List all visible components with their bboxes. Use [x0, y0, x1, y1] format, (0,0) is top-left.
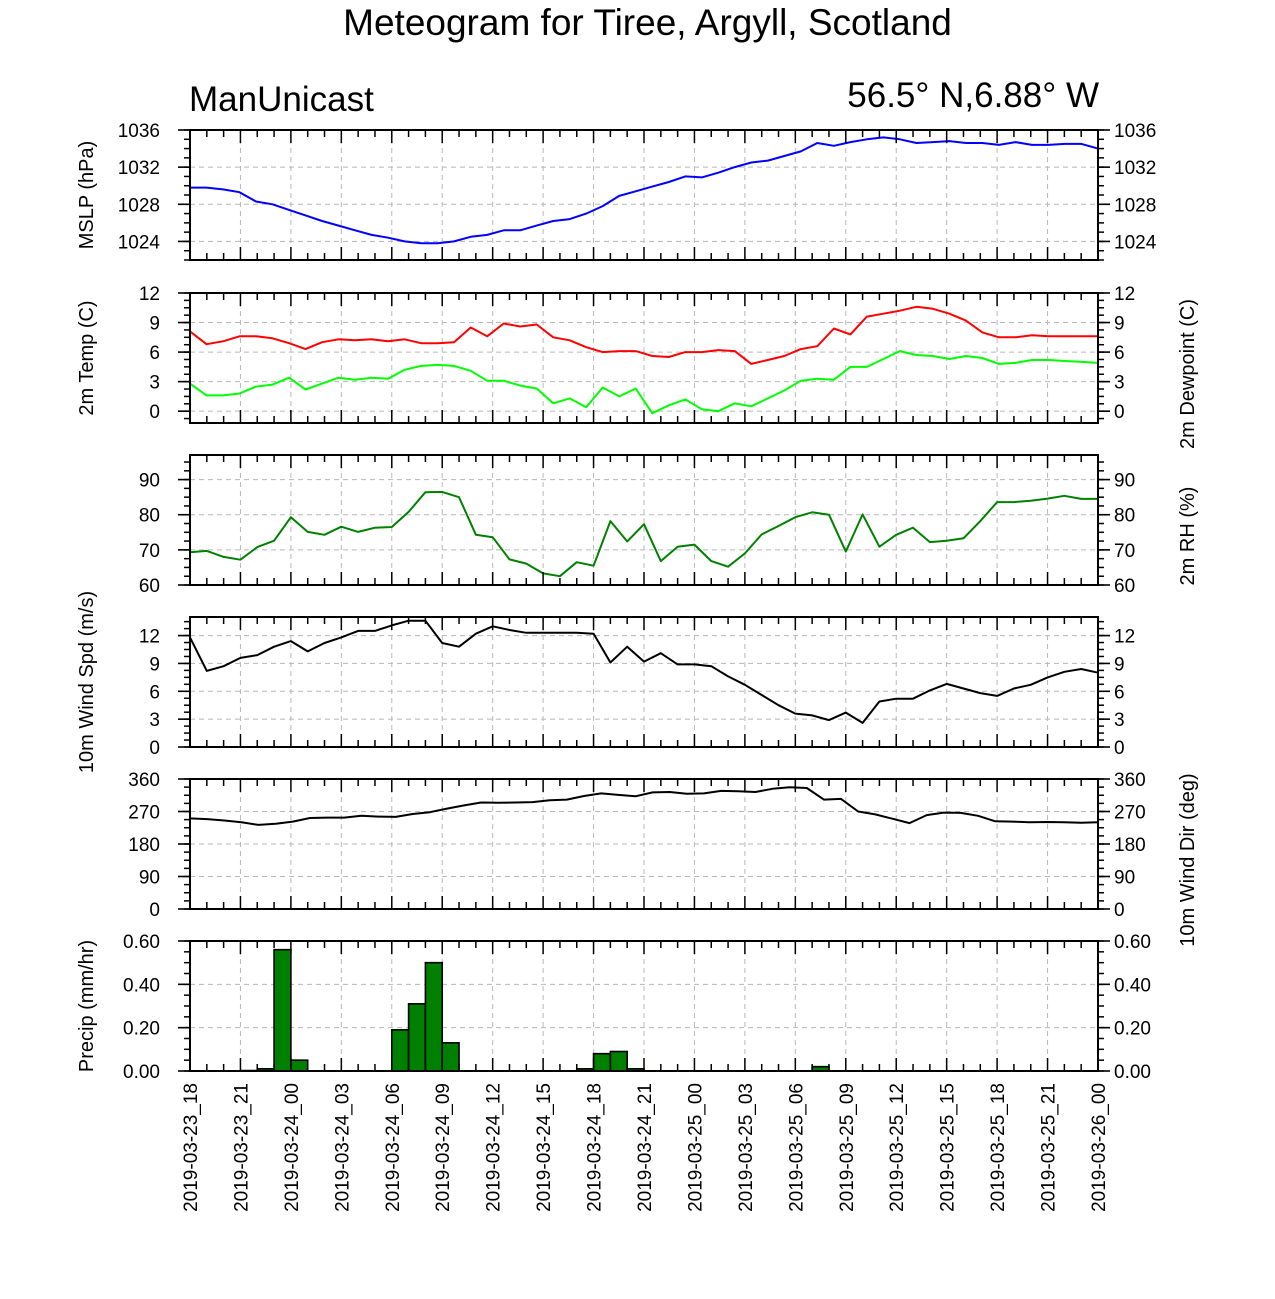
precip-bar — [609, 1050, 628, 1072]
precip-bar — [441, 1042, 460, 1072]
y-tick-label: 90 — [1114, 471, 1135, 492]
y-tick-label: 12 — [1114, 284, 1135, 305]
x-tick-label: 2019-03-25_09 — [837, 1083, 858, 1212]
y-tick-label: 1028 — [118, 195, 160, 216]
y-tick-label: 1032 — [118, 158, 160, 179]
y-tick-label: 9 — [149, 654, 160, 675]
y-tick-label: 270 — [128, 803, 160, 824]
y-tick-label: 70 — [139, 541, 160, 562]
precip-bar — [390, 1029, 410, 1072]
temp-series-line — [189, 350, 1099, 415]
y-tick-label: 3 — [1114, 710, 1125, 731]
temp-ylabel: 2m Temp (C) — [76, 300, 98, 415]
y-tick-label: 80 — [139, 506, 160, 527]
x-tick-label: 2019-03-24_09 — [433, 1083, 454, 1212]
y-tick-label: 9 — [149, 314, 160, 335]
wind_speed-series-line — [189, 619, 1099, 724]
x-tick-label: 2019-03-24_03 — [332, 1083, 353, 1212]
y-tick-label: 9 — [1114, 314, 1125, 335]
y-tick-label: 3 — [149, 710, 160, 731]
x-tick-label: 2019-03-25_18 — [988, 1083, 1009, 1212]
y-tick-label: 6 — [149, 343, 160, 364]
wind_dir-series-line — [189, 786, 1099, 826]
chart-title: Meteogram for Tiree, Argyll, Scotland — [343, 2, 952, 43]
y-tick-label: 0.00 — [123, 1062, 160, 1083]
rh-series-line — [189, 490, 1098, 578]
x-tick-label: 2019-03-24_12 — [484, 1083, 505, 1212]
x-tick-label: 2019-03-23_21 — [231, 1083, 252, 1212]
y-tick-label: 180 — [1114, 835, 1146, 856]
y-tick-label: 180 — [128, 835, 160, 856]
x-tick-label: 2019-03-25_12 — [887, 1083, 908, 1212]
precip-bar — [290, 1059, 309, 1072]
y-tick-label: 0 — [1114, 738, 1125, 759]
y-tick-label: 0 — [149, 900, 160, 921]
y-tick-label: 1024 — [118, 232, 161, 253]
y-tick-label: 360 — [1114, 770, 1146, 791]
y-tick-label: 12 — [1114, 627, 1135, 648]
x-tick-label: 2019-03-25_03 — [736, 1083, 757, 1212]
y-tick-label: 0.60 — [1114, 932, 1151, 953]
y-tick-label: 0.40 — [1114, 975, 1151, 996]
x-tick-label: 2019-03-25_21 — [1039, 1083, 1060, 1212]
y-tick-label: 3 — [149, 373, 160, 394]
x-tick-label: 2019-03-25_15 — [938, 1083, 959, 1212]
precip-bar — [273, 948, 292, 1072]
y-tick-label: 270 — [1114, 803, 1146, 824]
precip-bar — [592, 1052, 612, 1072]
y-tick-label: 1024 — [1114, 232, 1157, 253]
y-tick-label: 0 — [149, 402, 160, 423]
y-tick-label: 9 — [1114, 654, 1125, 675]
precip-ylabel: Precip (mm/hr) — [76, 940, 98, 1072]
y-tick-label: 0.20 — [1114, 1019, 1151, 1040]
y-tick-label: 80 — [1114, 506, 1135, 527]
x-tick-label: 2019-03-24_06 — [383, 1083, 404, 1212]
y-tick-label: 6 — [149, 682, 160, 703]
x-tick-label: 2019-03-24_00 — [282, 1083, 303, 1212]
model-label: ManUnicast — [189, 80, 374, 119]
x-tick-label: 2019-03-24_18 — [585, 1083, 606, 1212]
coordinates-label: 56.5° N,6.88° W — [847, 76, 1099, 115]
y-tick-label: 6 — [1114, 682, 1125, 703]
y-tick-label: 1036 — [1114, 121, 1156, 142]
y-tick-label: 12 — [139, 627, 160, 648]
x-tick-label: 2019-03-24_15 — [534, 1083, 555, 1212]
temp-series-line — [189, 305, 1098, 365]
y-tick-label: 0 — [1114, 900, 1125, 921]
y-tick-label: 90 — [139, 868, 160, 889]
y-tick-label: 3 — [1114, 373, 1125, 394]
y-tick-label: 360 — [128, 770, 160, 791]
precip-bar — [407, 1003, 427, 1072]
y-tick-label: 6 — [1114, 343, 1125, 364]
y-tick-label: 1036 — [118, 121, 160, 142]
y-tick-label: 0.60 — [123, 932, 160, 953]
y-tick-label: 60 — [1114, 576, 1135, 597]
x-tick-label: 2019-03-25_06 — [786, 1083, 807, 1212]
mslp-series-line — [190, 136, 1099, 245]
y-tick-label: 0 — [1114, 402, 1125, 423]
y-tick-label: 1032 — [1114, 158, 1156, 179]
mslp-ylabel: MSLP (hPa) — [76, 141, 98, 250]
y-tick-label: 0.40 — [123, 975, 160, 996]
y-tick-label: 0 — [149, 738, 160, 759]
temp-ylabel-right: 2m Dewpoint (C) — [1177, 299, 1199, 449]
wind_speed-ylabel: 10m Wind Spd (m/s) — [76, 591, 98, 773]
x-tick-label: 2019-03-25_00 — [685, 1083, 706, 1212]
precip-bar — [424, 961, 444, 1072]
x-tick-label: 2019-03-26_00 — [1089, 1083, 1110, 1212]
y-tick-label: 12 — [139, 284, 160, 305]
y-tick-label: 60 — [139, 576, 160, 597]
y-tick-label: 0.00 — [1114, 1062, 1151, 1083]
y-tick-label: 1028 — [1114, 195, 1156, 216]
y-tick-label: 70 — [1114, 541, 1135, 562]
rh-ylabel-right: 2m RH (%) — [1177, 487, 1199, 586]
y-tick-label: 90 — [1114, 868, 1135, 889]
x-tick-label: 2019-03-23_18 — [181, 1083, 202, 1212]
y-tick-label: 90 — [139, 471, 160, 492]
x-tick-label: 2019-03-24_21 — [635, 1083, 656, 1212]
y-tick-label: 0.20 — [123, 1019, 160, 1040]
wind_dir-ylabel-right: 10m Wind Dir (deg) — [1177, 773, 1199, 946]
